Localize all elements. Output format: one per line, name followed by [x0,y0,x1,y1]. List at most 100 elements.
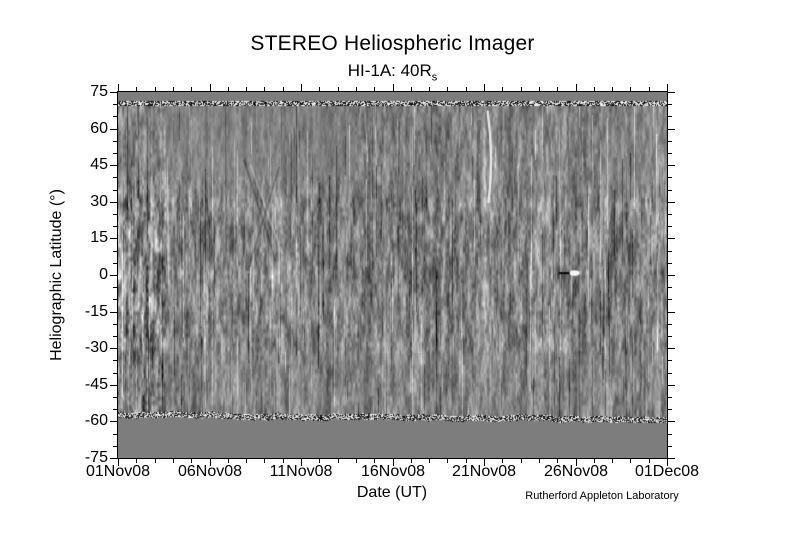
axis-tick [113,336,117,337]
axis-tick [668,287,672,288]
axis-tick [110,385,117,386]
chart-title: STEREO Heliospheric Imager [250,32,535,55]
axis-tick [668,312,675,313]
credit-text: Rutherford Appleton Laboratory [525,490,679,502]
axis-tick [374,87,375,91]
axis-tick [649,87,650,91]
axis-tick [338,87,339,91]
axis-tick [113,446,117,447]
axis-tick [466,87,467,91]
x-tick-label: 11Nov08 [269,463,333,480]
y-axis-title: Heliographic Latitude (°) [48,189,65,361]
axis-tick [113,324,117,325]
axis-tick [539,87,540,91]
axis-tick [173,87,174,91]
x-tick-label: 26Nov08 [543,463,609,480]
axis-tick [118,84,119,91]
chart-subtitle: HI-1A: 40Rs [0,61,785,83]
axis-tick [668,336,672,337]
y-tick-label: -75 [84,449,108,466]
axis-tick [668,409,672,410]
axis-tick [668,190,672,191]
axis-tick [447,459,448,463]
axis-tick [668,373,672,374]
axis-tick [110,92,117,93]
axis-tick [557,459,558,463]
axis-tick [283,459,284,463]
y-tick-label: 15 [90,229,108,246]
axis-tick [110,129,117,130]
axis-tick [374,459,375,463]
y-tick-label: 60 [90,120,108,137]
axis-tick [113,153,117,154]
heliospheric-intensity-map [118,92,667,458]
axis-tick [668,360,672,361]
axis-tick [668,202,675,203]
axis-tick [155,459,156,463]
x-tick-label: 01Dec08 [634,463,700,480]
axis-tick [668,92,675,93]
axis-tick [246,459,247,463]
axis-tick [429,87,430,91]
y-tick-label: -30 [84,339,108,356]
axis-tick [539,459,540,463]
axis-tick [429,459,430,463]
axis-tick [110,238,117,239]
axis-tick [521,459,522,463]
axis-tick [136,87,137,91]
axis-tick [667,84,668,91]
axis-tick [668,251,672,252]
axis-tick [668,275,675,276]
axis-tick [113,434,117,435]
axis-tick [668,324,672,325]
axis-tick [411,459,412,463]
axis-tick [173,459,174,463]
y-tick-label: -45 [84,376,108,393]
axis-tick [113,373,117,374]
axis-tick [521,87,522,91]
axis-tick [113,177,117,178]
axis-tick [110,312,117,313]
axis-tick [668,299,672,300]
axis-tick [668,104,672,105]
subtitle-main: HI-1A: 40R [347,61,432,80]
axis-tick [594,87,595,91]
axis-tick [576,84,577,91]
y-tick-label: -60 [84,412,108,429]
axis-tick [113,116,117,117]
axis-tick [113,263,117,264]
axis-tick [191,459,192,463]
axis-tick [136,459,137,463]
axis-tick [113,299,117,300]
axis-tick [668,434,672,435]
axis-tick [668,141,672,142]
axis-tick [283,87,284,91]
y-tick-label: -15 [84,303,108,320]
axis-tick [113,141,117,142]
axis-tick [301,84,302,91]
axis-tick [484,459,485,466]
axis-tick [447,87,448,91]
axis-tick [668,116,672,117]
axis-tick [113,251,117,252]
axis-tick [668,214,672,215]
x-tick-label: 21Nov08 [451,463,517,480]
axis-tick [668,263,672,264]
axis-tick [228,87,229,91]
axis-tick [393,459,394,466]
axis-tick [113,397,117,398]
axis-tick [319,459,320,463]
axis-tick [113,409,117,410]
axis-tick [356,87,357,91]
axis-tick [393,84,394,91]
axis-tick [118,459,119,466]
axis-tick [668,458,675,459]
axis-tick [668,238,675,239]
axis-tick [466,459,467,463]
y-tick-label: 0 [99,266,108,283]
axis-tick [113,214,117,215]
axis-tick [630,459,631,463]
axis-tick [668,153,672,154]
axis-tick [113,226,117,227]
y-tick-label: 45 [90,156,108,173]
